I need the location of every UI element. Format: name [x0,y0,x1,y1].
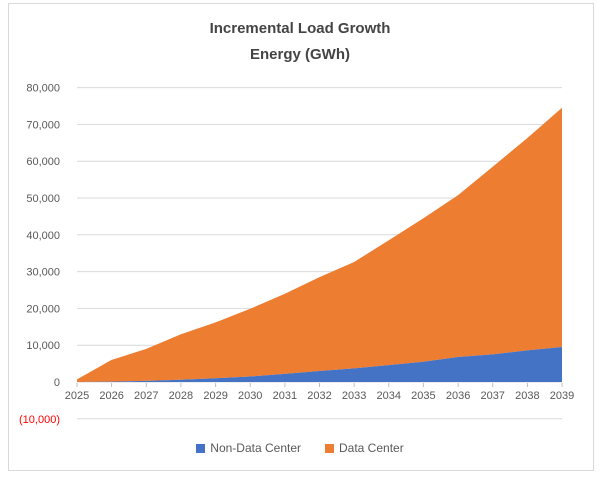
y-axis-label: 60,000 [26,156,60,168]
x-axis-label: 2034 [377,390,401,402]
legend-label-non-data-center: Non-Data Center [210,441,301,455]
x-axis-label: 2037 [480,390,504,402]
y-axis-label: 20,000 [26,303,60,315]
y-axis-label: 80,000 [26,83,60,95]
x-axis-label: 2026 [99,390,123,402]
x-axis-label: 2028 [169,390,193,402]
legend-swatch-data-center [325,443,334,453]
legend-label-data-center: Data Center [339,441,404,455]
chart-title-line2: Energy (GWh) [250,46,350,63]
x-axis-label: 2027 [134,390,158,402]
data-center-area [77,107,562,383]
x-axis-label: 2033 [342,390,366,402]
chart-title-line1: Incremental Load Growth [209,20,391,37]
x-axis-label: 2031 [273,390,297,402]
legend-item-non-data-center: Non-Data Center [196,441,301,455]
y-axis-label: 40,000 [26,230,60,242]
y-axis-label: 50,000 [26,193,60,205]
y-axis-label: 30,000 [26,267,60,279]
x-axis-label: 2032 [307,390,331,402]
y-axis-label: (10,000) [19,414,60,426]
chart-title: Incremental Load Growth Energy (GWh) [0,16,600,68]
x-axis-label: 2035 [411,390,435,402]
non-data-center-area [77,347,562,382]
legend-swatch-non-data-center [196,443,206,453]
x-axis-label: 2029 [203,390,227,402]
x-axis-label: 2036 [446,390,470,402]
x-axis-label: 2030 [238,390,262,402]
chart-legend: Non-Data Center Data Center [0,441,600,455]
y-axis-label: 70,000 [26,119,60,131]
x-axis-label: 2025 [65,390,89,402]
y-axis-label: 0 [54,377,60,389]
y-axis-label: 10,000 [26,340,60,352]
x-axis-label: 2039 [550,390,574,402]
x-axis-label: 2038 [515,390,539,402]
legend-item-data-center: Data Center [325,441,404,455]
